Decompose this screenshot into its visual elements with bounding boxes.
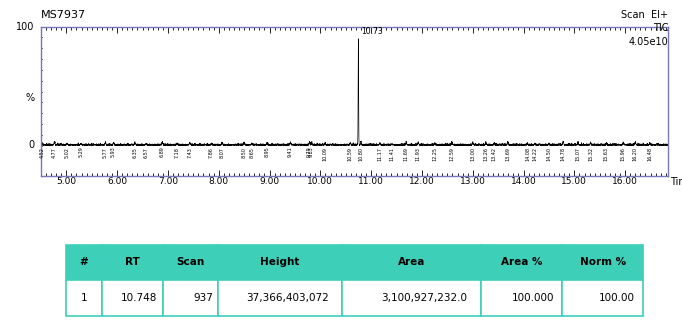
Text: 5.29: 5.29 [78, 147, 84, 158]
Text: 15.63: 15.63 [604, 147, 609, 161]
Text: 9.41: 9.41 [288, 147, 293, 158]
Text: 8.50: 8.50 [241, 147, 247, 158]
Text: Scan  EI+: Scan EI+ [621, 10, 668, 20]
Text: 6.57: 6.57 [144, 147, 149, 158]
Text: Time: Time [670, 177, 682, 187]
Text: 5.02: 5.02 [65, 147, 70, 158]
Text: 8.65: 8.65 [249, 147, 254, 158]
Text: 11.41: 11.41 [389, 147, 394, 161]
Text: %: % [25, 93, 35, 103]
Text: 8.95: 8.95 [265, 147, 269, 158]
Text: 0: 0 [29, 140, 35, 150]
Text: MS7937: MS7937 [41, 10, 86, 20]
Text: 13.26: 13.26 [484, 147, 488, 161]
Text: 11.93: 11.93 [416, 147, 421, 161]
Text: TIC: TIC [653, 23, 668, 33]
Text: 14.08: 14.08 [525, 147, 530, 161]
Text: 13.69: 13.69 [505, 147, 510, 161]
Text: 9.83: 9.83 [309, 147, 314, 158]
Text: 9.79: 9.79 [307, 147, 312, 157]
Text: 13.42: 13.42 [492, 147, 496, 161]
Text: 4.52: 4.52 [40, 147, 44, 158]
Text: 10.80: 10.80 [359, 147, 364, 161]
Text: 11.17: 11.17 [377, 147, 383, 161]
Text: 5.77: 5.77 [103, 147, 108, 158]
Text: 6.89: 6.89 [160, 147, 165, 158]
Text: 14.22: 14.22 [532, 147, 537, 161]
Text: 15.96: 15.96 [621, 147, 625, 161]
Text: 7.18: 7.18 [175, 147, 179, 158]
Text: 14.78: 14.78 [561, 147, 565, 161]
Text: 4.77: 4.77 [52, 147, 57, 158]
Text: 12.59: 12.59 [449, 147, 454, 161]
Text: 12.25: 12.25 [432, 147, 437, 161]
Text: 6.35: 6.35 [132, 147, 137, 158]
Text: 7.86: 7.86 [209, 147, 214, 158]
Text: 8.07: 8.07 [220, 147, 225, 158]
Text: 13.00: 13.00 [471, 147, 475, 161]
Text: 16.20: 16.20 [633, 147, 638, 161]
Text: 15.07: 15.07 [576, 147, 580, 161]
Text: 15.32: 15.32 [588, 147, 593, 161]
Text: 16.48: 16.48 [647, 147, 652, 161]
Text: 11.69: 11.69 [404, 147, 409, 161]
Text: 10.73: 10.73 [361, 27, 383, 36]
Text: 10.09: 10.09 [323, 147, 327, 161]
Text: 14.50: 14.50 [546, 147, 552, 161]
Text: 10.59: 10.59 [348, 147, 353, 161]
Text: 100: 100 [16, 22, 35, 32]
Text: 4.05e10: 4.05e10 [629, 37, 668, 47]
Text: 5.93: 5.93 [111, 147, 116, 158]
Text: 7.43: 7.43 [188, 147, 192, 158]
